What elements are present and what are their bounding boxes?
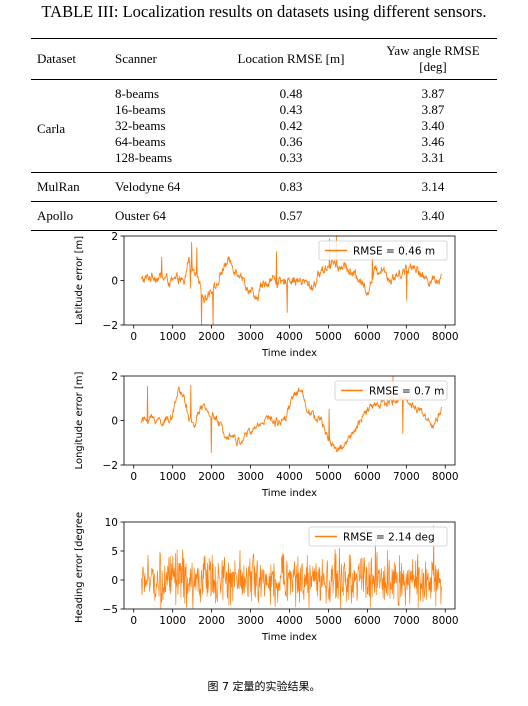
y-axis-label: Heading error [degree] — [74, 512, 85, 623]
scanner-cell: 64-beams — [115, 134, 166, 149]
location-rmse-cell: 0.83 — [279, 179, 303, 194]
x-tick-label: 5000 — [315, 471, 342, 483]
legend-label: RMSE = 0.46 m — [353, 246, 435, 258]
header-dataset: Dataset — [37, 51, 76, 66]
y-tick-label: −5 — [103, 604, 118, 616]
x-tick-label: 0 — [130, 615, 137, 627]
legend: RMSE = 0.46 m — [318, 240, 448, 261]
x-tick-label: 6000 — [354, 471, 381, 483]
x-tick-label: 2000 — [198, 471, 225, 483]
x-axis-label: Time index — [261, 348, 317, 359]
y-tick-label: −2 — [103, 320, 118, 332]
x-tick-label: 5000 — [315, 615, 342, 627]
location-rmse-cell: 0.48 — [279, 86, 303, 101]
y-tick-label: 10 — [105, 517, 118, 529]
header-yaw-rmse: Yaw angle RMSE [deg] — [386, 43, 480, 74]
x-tick-label: 3000 — [237, 331, 264, 343]
yaw-rmse-cell: 3.87 — [421, 102, 445, 117]
x-tick-label: 3000 — [237, 471, 264, 483]
x-axis-label: Time index — [261, 488, 317, 499]
x-tick-label: 8000 — [432, 471, 459, 483]
table-row: Carla 8-beams 0.48 3.87 — [31, 80, 497, 136]
yaw-rmse-cell: 3.40 — [421, 118, 445, 133]
scanner-cell: Ouster 64 — [115, 208, 166, 223]
x-tick-label: 7000 — [393, 615, 420, 627]
x-tick-label: 3000 — [237, 615, 264, 627]
x-axis-label: Time index — [261, 632, 317, 643]
table-caption: TABLE III: Localization results on datas… — [41, 2, 487, 21]
yaw-rmse-cell: 3.87 — [421, 86, 445, 101]
x-tick-label: 2000 — [198, 615, 225, 627]
dataset-cell: Carla — [37, 121, 66, 136]
x-tick-label: 1000 — [159, 471, 186, 483]
header-scanner: Scanner — [115, 51, 157, 66]
scanner-cell: 128-beams — [115, 150, 173, 165]
x-tick-label: 7000 — [393, 471, 420, 483]
results-table: Dataset Scanner Location RMSE [m] Yaw an… — [31, 38, 497, 231]
header-location-rmse: Location RMSE [m] — [237, 51, 345, 66]
x-tick-label: 7000 — [393, 331, 420, 343]
y-tick-label: 0 — [111, 575, 118, 587]
legend-label: RMSE = 0.7 m — [369, 386, 444, 398]
latitude-error-chart: 0 1000 2000 3000 4000 5000 6000 7000 8000 −2 0 2 Tim… — [74, 231, 459, 359]
y-tick-label: 5 — [111, 546, 118, 558]
series-line — [141, 236, 442, 325]
scanner-cell: 8-beams — [115, 86, 160, 101]
y-tick-label: 2 — [111, 231, 118, 243]
x-tick-label: 6000 — [354, 331, 381, 343]
yaw-rmse-cell: 3.46 — [421, 134, 445, 149]
y-tick-label: 0 — [111, 276, 118, 288]
longitude-error-chart: 0 1000 2000 3000 4000 5000 6000 7000 8000 −2 0 2 Tim… — [74, 371, 459, 499]
legend: RMSE = 0.7 m — [334, 380, 448, 401]
table-row: 128-beams 0.33 3.31 — [31, 150, 497, 173]
scanner-cell: Velodyne 64 — [115, 179, 181, 194]
table-header-row: Dataset Scanner Location RMSE [m] Yaw an… — [31, 38, 497, 80]
table-row: 16-beams 0.43 3.87 — [31, 102, 497, 118]
x-tick-label: 4000 — [276, 471, 303, 483]
x-tick-label: 0 — [130, 471, 137, 483]
dataset-cell: Apollo — [37, 208, 74, 223]
legend-box — [318, 240, 448, 261]
scanner-cell: 32-beams — [115, 118, 166, 133]
legend-box — [334, 380, 448, 401]
dataset-cell: MulRan — [37, 179, 80, 194]
location-rmse-cell: 0.43 — [279, 102, 303, 117]
yaw-rmse-cell: 3.31 — [421, 150, 445, 165]
x-tick-label: 4000 — [276, 615, 303, 627]
scanner-cell: 16-beams — [115, 102, 166, 117]
x-tick-label: 6000 — [354, 615, 381, 627]
y-tick-label: −2 — [103, 460, 118, 472]
figure-caption: 图 7 定量的实验结果。 — [207, 680, 321, 693]
y-axis-label: Latitude error [m] — [74, 236, 85, 325]
y-tick-label: 2 — [111, 371, 118, 383]
heading-error-chart: 0 1000 2000 3000 4000 5000 6000 7000 8000 −5 0 5 10 T… — [74, 512, 459, 643]
y-tick-label: 0 — [111, 416, 118, 428]
table-row: Apollo Ouster 64 0.57 3.40 — [31, 201, 497, 231]
table-row: 32-beams 0.42 3.40 — [31, 118, 497, 134]
table-row: 64-beams 0.36 3.46 — [31, 134, 497, 150]
table-row: MulRan Velodyne 64 0.83 3.14 — [31, 172, 497, 202]
x-tick-label: 2000 — [198, 331, 225, 343]
location-rmse-cell: 0.33 — [279, 150, 303, 165]
legend-box — [308, 526, 448, 547]
location-rmse-cell: 0.36 — [279, 134, 303, 149]
x-tick-label: 8000 — [432, 615, 459, 627]
x-tick-label: 8000 — [432, 331, 459, 343]
yaw-rmse-cell: 3.40 — [421, 208, 445, 223]
x-tick-label: 0 — [130, 331, 137, 343]
series-line — [141, 525, 442, 609]
legend: RMSE = 2.14 deg — [308, 526, 448, 547]
x-tick-label: 1000 — [159, 615, 186, 627]
x-tick-label: 5000 — [315, 331, 342, 343]
yaw-rmse-cell: 3.14 — [421, 179, 445, 194]
y-axis-label: Longitude error [m] — [74, 371, 85, 469]
location-rmse-cell: 0.42 — [279, 118, 303, 133]
location-rmse-cell: 0.57 — [279, 208, 303, 223]
legend-label: RMSE = 2.14 deg — [343, 532, 435, 544]
x-tick-label: 4000 — [276, 331, 303, 343]
x-tick-label: 1000 — [159, 331, 186, 343]
